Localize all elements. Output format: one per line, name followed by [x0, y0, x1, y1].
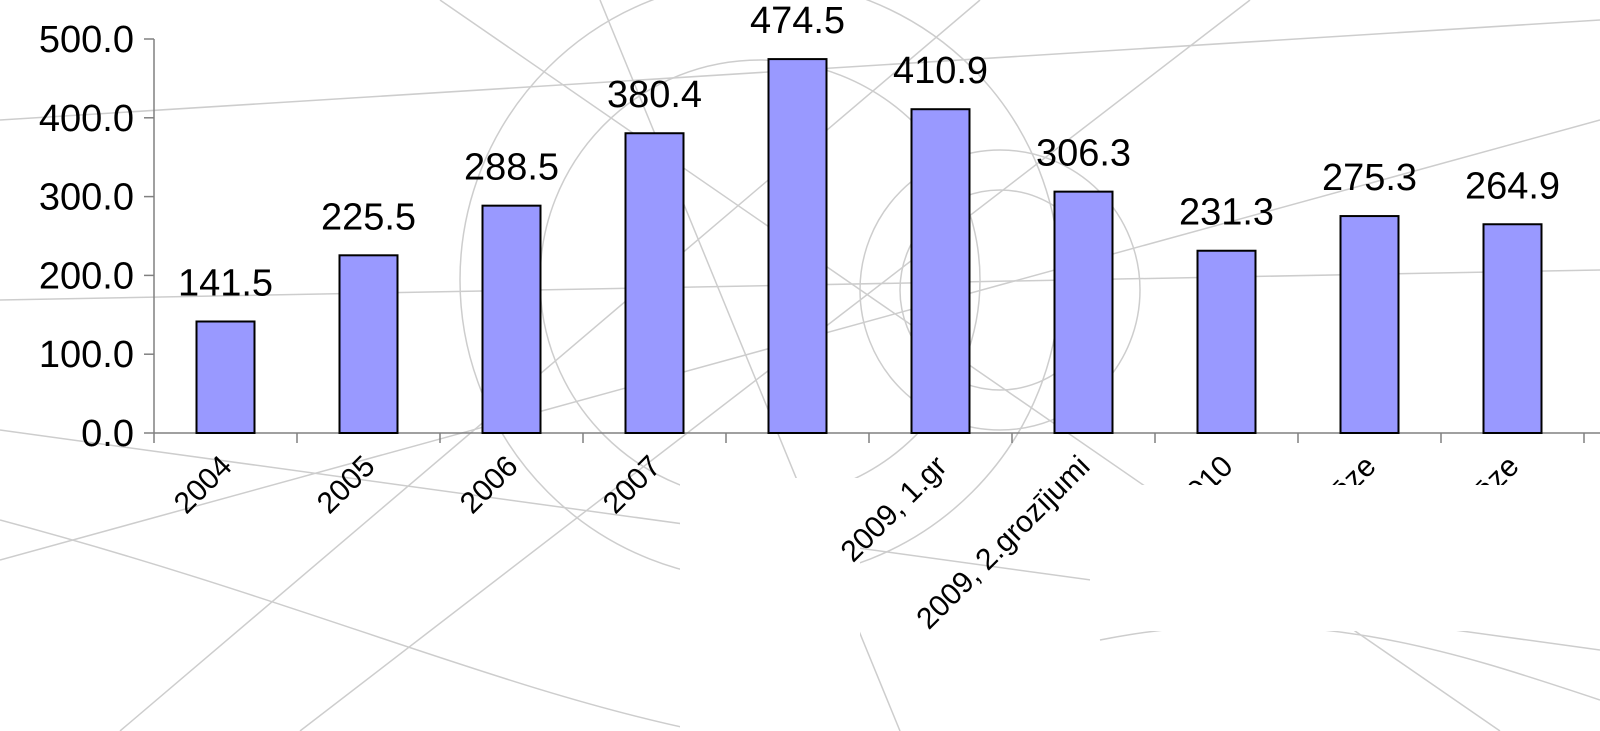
- data-label: 141.5: [178, 262, 273, 304]
- data-label: 288.5: [464, 147, 559, 189]
- x-tick-label: 2006: [454, 450, 525, 521]
- cover-box-left: [680, 478, 860, 731]
- data-label: 231.3: [1179, 192, 1274, 234]
- bar: [338, 254, 399, 434]
- data-label: 225.5: [321, 196, 416, 238]
- data-label: 380.4: [607, 74, 702, 116]
- bar: [1339, 215, 1400, 434]
- bar: [910, 108, 971, 435]
- y-tick-label: 500.0: [39, 19, 134, 61]
- bar: [1196, 249, 1257, 434]
- y-axis-tick-labels: 0.0 100.0 200.0 300.0 400.0 500.0: [39, 19, 134, 455]
- x-tick-label: 2005: [311, 450, 382, 521]
- bar: [195, 320, 256, 434]
- y-tick-label: 400.0: [39, 98, 134, 140]
- y-tick-label: 0.0: [81, 413, 134, 455]
- y-tick-label: 100.0: [39, 334, 134, 376]
- data-label: 275.3: [1322, 157, 1417, 199]
- bar: [1053, 190, 1114, 434]
- value-labels: 141.5 225.5 288.5 380.4 474.5 410.9 306.3 231.3…: [178, 0, 1560, 304]
- data-label: 474.5: [750, 0, 845, 42]
- y-tick-label: 200.0: [39, 255, 134, 297]
- data-label: 264.9: [1465, 165, 1560, 207]
- x-tick-label: 2004: [168, 450, 239, 521]
- bar: [481, 204, 542, 434]
- data-label: 410.9: [893, 50, 988, 92]
- bars: [195, 58, 1543, 435]
- y-tick-label: 300.0: [39, 177, 134, 219]
- bar: [767, 58, 828, 435]
- bar: [624, 132, 685, 434]
- cover-box-right: [1090, 485, 1600, 631]
- data-label: 306.3: [1036, 133, 1131, 175]
- bar: [1482, 223, 1543, 434]
- x-tick-label: 2007: [597, 450, 668, 521]
